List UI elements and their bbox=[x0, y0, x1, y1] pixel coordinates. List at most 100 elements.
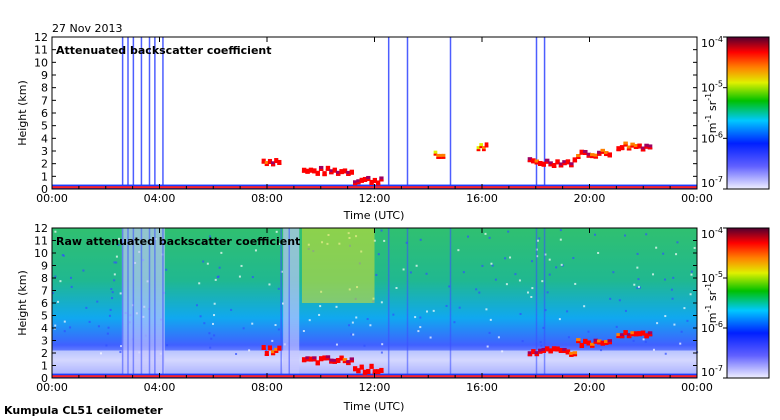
x-tick-label: 00:00 bbox=[36, 192, 68, 205]
noise-speck bbox=[497, 336, 500, 339]
cloud-cell bbox=[616, 146, 621, 152]
cloud-cell bbox=[590, 153, 595, 159]
cloud-cell bbox=[583, 338, 588, 344]
cloud-base bbox=[366, 178, 371, 181]
cloud-cell bbox=[315, 170, 320, 176]
noise-speck bbox=[409, 271, 412, 274]
cloud-base bbox=[630, 334, 635, 337]
noise-speck bbox=[417, 330, 420, 333]
noise-speck bbox=[485, 308, 488, 311]
cloud-cell bbox=[332, 358, 337, 364]
noise-speck bbox=[686, 319, 689, 322]
noise-speck bbox=[612, 271, 615, 274]
y-axis-label: Height (km) bbox=[16, 80, 29, 146]
cloud-base bbox=[346, 173, 351, 176]
cloud-cell bbox=[318, 165, 324, 171]
noise-speck bbox=[645, 332, 648, 335]
noise-speck bbox=[97, 325, 100, 328]
noise-speck bbox=[583, 305, 586, 308]
noise-speck bbox=[618, 299, 621, 302]
noise-speck bbox=[664, 278, 667, 281]
cloud-cell bbox=[379, 367, 384, 373]
cloud-cell bbox=[346, 360, 351, 366]
noise-speck bbox=[664, 352, 667, 355]
noise-speck bbox=[117, 243, 120, 246]
cloud-cell bbox=[616, 333, 621, 339]
noise-speck bbox=[218, 266, 221, 269]
cloud-base bbox=[267, 161, 273, 164]
noise-speck bbox=[119, 351, 122, 354]
y-tick-label: 10 bbox=[34, 56, 48, 69]
noise-speck bbox=[429, 336, 432, 339]
cloud-base bbox=[359, 180, 364, 183]
noise-speck bbox=[117, 237, 120, 240]
y-tick-label: 12 bbox=[34, 222, 48, 235]
noise-speck bbox=[566, 310, 569, 313]
precip-column bbox=[154, 228, 156, 378]
noise-speck bbox=[572, 257, 575, 260]
precip-column bbox=[280, 228, 282, 378]
cloud-cell bbox=[569, 162, 574, 168]
noise-speck bbox=[690, 273, 693, 276]
cloud-cell bbox=[312, 168, 317, 174]
cloud-cell bbox=[569, 351, 574, 357]
y-tick-label: 0 bbox=[41, 372, 48, 385]
cloud-base bbox=[335, 173, 341, 176]
cloud-base bbox=[626, 336, 632, 339]
noise-speck bbox=[656, 322, 659, 325]
cloud-base bbox=[562, 351, 567, 354]
noise-speck bbox=[209, 346, 212, 349]
noise-speck bbox=[109, 308, 112, 311]
noise-speck bbox=[509, 256, 512, 259]
noise-speck bbox=[490, 262, 493, 265]
noise-speck bbox=[277, 242, 280, 245]
noise-speck bbox=[348, 324, 351, 327]
cloud-cell bbox=[339, 355, 344, 361]
precip-column bbox=[449, 37, 452, 189]
x-axis-label: Time (UTC) bbox=[343, 400, 405, 413]
noise-speck bbox=[597, 251, 600, 254]
noise-speck bbox=[63, 330, 66, 333]
cloud-cell bbox=[572, 351, 578, 357]
precip-column bbox=[162, 228, 164, 378]
y-tick-label: 9 bbox=[41, 69, 48, 82]
noise-speck bbox=[395, 286, 398, 289]
noise-speck bbox=[555, 266, 558, 269]
cloud-base bbox=[339, 172, 344, 175]
cloud-cell bbox=[640, 146, 646, 152]
precip-column bbox=[387, 228, 390, 378]
noise-speck bbox=[115, 261, 118, 264]
cloud-base bbox=[548, 164, 553, 167]
noise-speck bbox=[380, 351, 383, 354]
noise-speck bbox=[350, 333, 353, 336]
cloud-cell bbox=[644, 333, 649, 339]
cloud-base bbox=[261, 161, 266, 164]
noise-speck bbox=[281, 302, 284, 305]
noise-speck bbox=[531, 260, 534, 263]
noise-speck bbox=[453, 321, 456, 324]
noise-speck bbox=[462, 271, 465, 274]
noise-speck bbox=[458, 306, 461, 309]
cloud-base bbox=[644, 336, 649, 339]
noise-speck bbox=[530, 295, 533, 298]
noise-speck bbox=[319, 305, 322, 308]
cloud-cell bbox=[372, 177, 377, 183]
precip-column bbox=[132, 228, 135, 378]
x-tick-label: 04:00 bbox=[144, 381, 176, 394]
noise-speck bbox=[113, 261, 116, 264]
noise-speck bbox=[637, 278, 640, 281]
cloud-cell bbox=[633, 331, 639, 337]
noise-speck bbox=[489, 318, 492, 321]
noise-speck bbox=[210, 337, 213, 340]
cloud-cell bbox=[356, 368, 361, 374]
cloud-base bbox=[527, 160, 533, 163]
cloud-base bbox=[640, 333, 646, 336]
cloud-cell bbox=[372, 369, 377, 375]
noise-speck bbox=[546, 291, 549, 294]
noise-speck bbox=[119, 292, 122, 295]
cloud-cell bbox=[555, 346, 560, 352]
noise-speck bbox=[107, 326, 110, 329]
noise-speck bbox=[505, 283, 508, 286]
cloud-cell bbox=[261, 344, 266, 350]
cloud-cell bbox=[565, 349, 571, 355]
